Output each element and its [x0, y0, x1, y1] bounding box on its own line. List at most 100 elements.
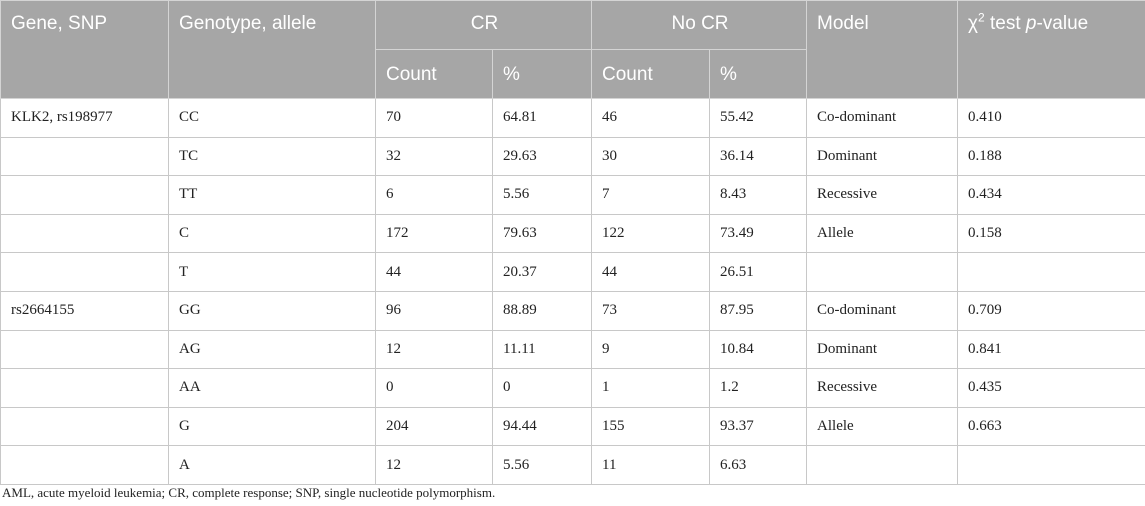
- cr-count-cell: 32: [375, 136, 493, 177]
- header-model: Model: [806, 0, 959, 99]
- table-row: rs2664155 GG 96 88.89 73 87.95 Co-dominant 0.70…: [0, 290, 1145, 331]
- results-table: Gene, SNP Genotype, allele CR No CR Mode…: [0, 0, 1145, 485]
- p-value-cell: [957, 252, 1145, 292]
- table-row: C 172 79.63 122 73.49 Allele 0.158: [0, 213, 1145, 254]
- table-row: TC 32 29.63 30 36.14 Dominant 0.188: [0, 136, 1145, 177]
- table-footnote: AML, acute myeloid leukemia; CR, complet…: [2, 485, 496, 500]
- header-gene-snp: Gene, SNP: [0, 0, 169, 99]
- cr-percent-cell: 0: [491, 368, 593, 408]
- table-row: AG 12 11.11 9 10.84 Dominant 0.841: [0, 329, 1145, 370]
- nocr-count-cell: 9: [591, 329, 711, 370]
- header-row-1: Gene, SNP Genotype, allele CR No CR Mode…: [0, 0, 1145, 99]
- genotype-cell: AA: [168, 368, 376, 408]
- nocr-count-cell: 46: [591, 98, 711, 138]
- nocr-percent-cell: 73.49: [709, 213, 808, 254]
- cr-percent-cell: 94.44: [491, 406, 593, 447]
- cr-count-cell: 172: [375, 213, 493, 254]
- model-cell: Recessive: [806, 368, 959, 408]
- p-value-cell: 0.434: [957, 175, 1145, 215]
- p-value-cell: 0.158: [957, 213, 1145, 254]
- nocr-percent-cell: 8.43: [709, 175, 808, 215]
- table-row: G 204 94.44 155 93.37 Allele 0.663: [0, 406, 1145, 447]
- table-row: AA 0 0 1 1.2 Recessive 0.435: [0, 368, 1145, 408]
- nocr-count-cell: 44: [591, 252, 711, 292]
- genotype-cell: CC: [168, 98, 376, 138]
- nocr-count-cell: 1: [591, 368, 711, 408]
- cr-percent-cell: 29.63: [491, 136, 593, 177]
- cr-count-cell: 44: [375, 252, 493, 292]
- model-cell: Co-dominant: [806, 290, 959, 331]
- genotype-cell: TT: [168, 175, 376, 215]
- cr-percent-cell: 5.56: [491, 175, 593, 215]
- nocr-count-cell: 73: [591, 290, 711, 331]
- genotype-cell: G: [168, 406, 376, 447]
- gene-snp-cell: [0, 368, 169, 408]
- p-value-cell: 0.709: [957, 290, 1145, 331]
- nocr-percent-cell: 87.95: [709, 290, 808, 331]
- gene-snp-cell: KLK2, rs198977: [0, 98, 169, 138]
- header-cr-percent: %: [491, 49, 593, 99]
- gene-snp-cell: rs2664155: [0, 290, 169, 331]
- gene-snp-cell: [0, 252, 169, 292]
- model-cell: Co-dominant: [806, 98, 959, 138]
- p-value-cell: 0.435: [957, 368, 1145, 408]
- cr-count-cell: 12: [375, 445, 493, 485]
- cr-count-cell: 12: [375, 329, 493, 370]
- nocr-percent-cell: 26.51: [709, 252, 808, 292]
- genotype-cell: T: [168, 252, 376, 292]
- header-cr-count: Count: [375, 49, 493, 99]
- gene-snp-cell: [0, 136, 169, 177]
- model-cell: [806, 252, 959, 292]
- gene-snp-cell: [0, 213, 169, 254]
- table-header: Gene, SNP Genotype, allele CR No CR Mode…: [0, 0, 1145, 99]
- cr-count-cell: 204: [375, 406, 493, 447]
- cr-count-cell: 96: [375, 290, 493, 331]
- cr-count-cell: 6: [375, 175, 493, 215]
- p-value-cell: 0.188: [957, 136, 1145, 177]
- genotype-cell: AG: [168, 329, 376, 370]
- table-row: A 12 5.56 11 6.63: [0, 445, 1145, 485]
- table-body: KLK2, rs198977 CC 70 64.81 46 55.42 Co-dominan…: [0, 98, 1145, 485]
- nocr-percent-cell: 55.42: [709, 98, 808, 138]
- cr-count-cell: 70: [375, 98, 493, 138]
- p-value-cell: [957, 445, 1145, 485]
- model-cell: Allele: [806, 213, 959, 254]
- table-row: T 44 20.37 44 26.51: [0, 252, 1145, 292]
- nocr-count-cell: 7: [591, 175, 711, 215]
- genotype-cell: GG: [168, 290, 376, 331]
- table-row: TT 6 5.56 7 8.43 Recessive 0.434: [0, 175, 1145, 215]
- header-genotype-allele: Genotype, allele: [168, 0, 376, 99]
- p-value-suffix: -value: [1036, 13, 1089, 34]
- nocr-percent-cell: 36.14: [709, 136, 808, 177]
- p-value-cell: 0.410: [957, 98, 1145, 138]
- header-nocr-count: Count: [591, 49, 711, 99]
- p-value-cell: 0.841: [957, 329, 1145, 370]
- header-cr: CR: [374, 0, 593, 50]
- gene-snp-cell: [0, 406, 169, 447]
- chi-superscript: 2: [978, 10, 985, 25]
- table-row: KLK2, rs198977 CC 70 64.81 46 55.42 Co-dominan…: [0, 98, 1145, 138]
- cr-percent-cell: 79.63: [491, 213, 593, 254]
- header-chi-square-p-value: χ2 test p-value: [957, 0, 1145, 99]
- cr-count-cell: 0: [375, 368, 493, 408]
- genotype-cell: TC: [168, 136, 376, 177]
- cr-percent-cell: 11.11: [491, 329, 593, 370]
- cr-percent-cell: 20.37: [491, 252, 593, 292]
- cr-percent-cell: 5.56: [491, 445, 593, 485]
- genotype-cell: A: [168, 445, 376, 485]
- gene-snp-cell: [0, 175, 169, 215]
- nocr-percent-cell: 10.84: [709, 329, 808, 370]
- gene-snp-cell: [0, 329, 169, 370]
- model-cell: Allele: [806, 406, 959, 447]
- header-no-cr: No CR: [591, 0, 808, 50]
- model-cell: Dominant: [806, 329, 959, 370]
- genotype-cell: C: [168, 213, 376, 254]
- chi-symbol: χ: [968, 13, 979, 34]
- header-nocr-percent: %: [709, 49, 808, 99]
- nocr-percent-cell: 1.2: [709, 368, 808, 408]
- cr-percent-cell: 88.89: [491, 290, 593, 331]
- p-italic: p: [1025, 13, 1037, 34]
- nocr-percent-cell: 6.63: [709, 445, 808, 485]
- gene-snp-cell: [0, 445, 169, 485]
- model-cell: Dominant: [806, 136, 959, 177]
